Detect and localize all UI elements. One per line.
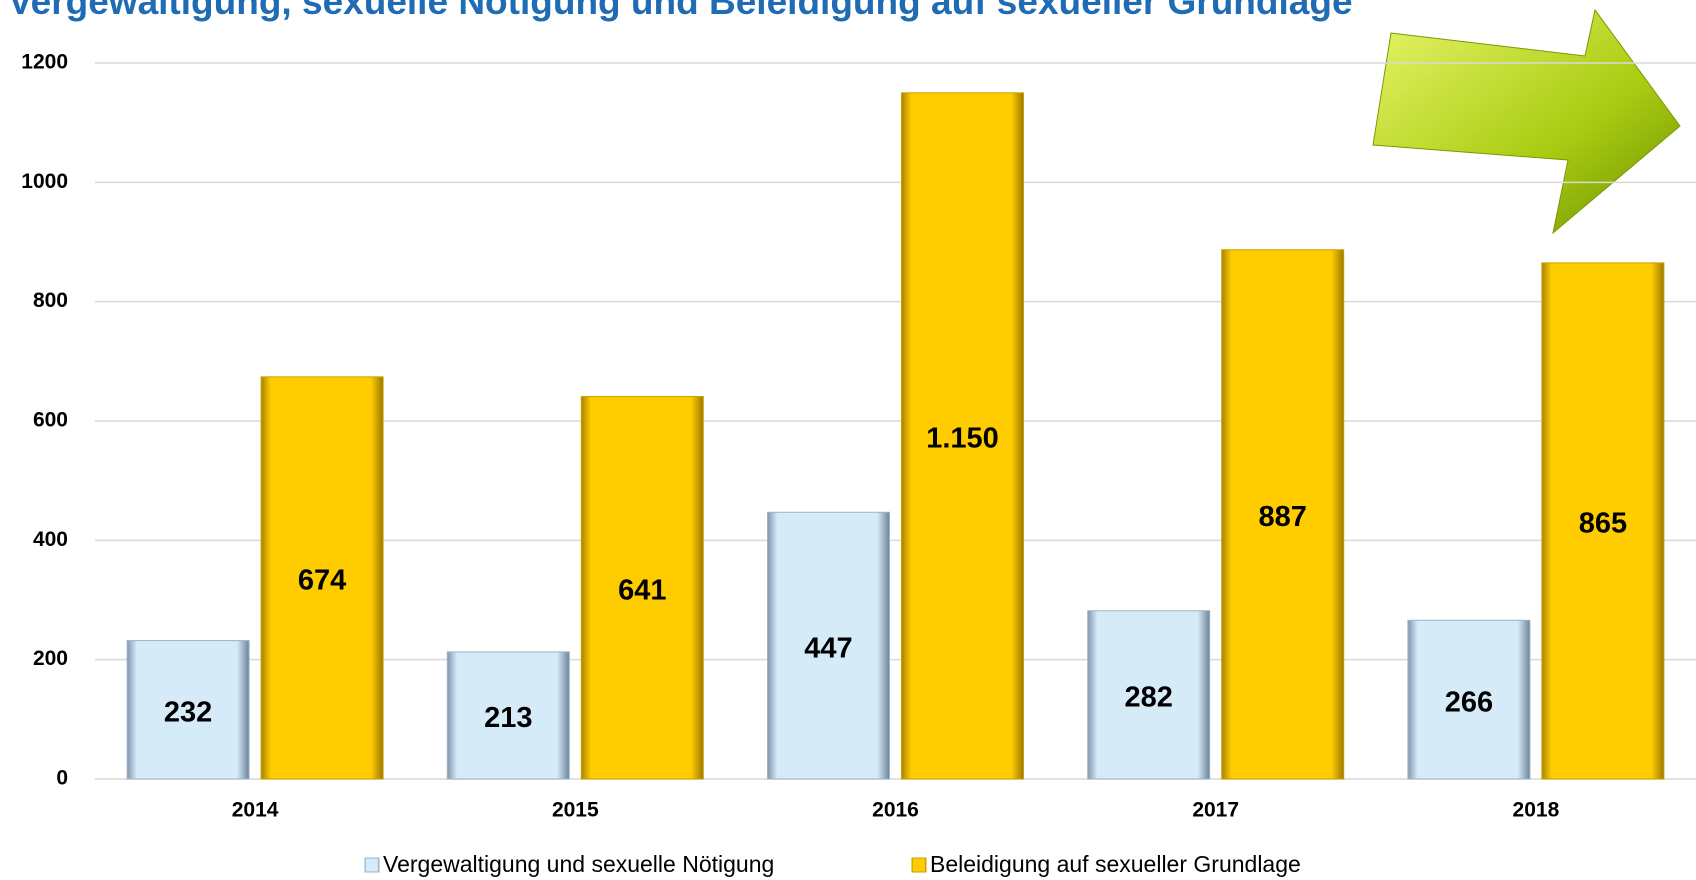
value-label: 1.150 [926,423,999,455]
bar [1087,610,1211,780]
y-tick-label: 400 [33,528,68,551]
y-tick-label: 600 [33,409,68,432]
x-tick-label: 2015 [552,799,599,822]
bar [1221,249,1345,780]
value-label: 674 [298,565,346,597]
y-tick-label: 1000 [21,170,68,193]
legend-label: Vergewaltigung und sexuelle Nötigung [383,851,774,877]
value-label: 266 [1445,686,1493,718]
bar [580,396,704,780]
bar [260,376,384,780]
bar [767,511,890,780]
x-tick-label: 2018 [1513,799,1560,822]
value-label: 887 [1259,501,1307,533]
value-label: 213 [484,702,532,734]
chart-title: Vergewaltigung, sexuelle Nötigung und Be… [8,0,1353,22]
x-tick-label: 2014 [232,799,279,822]
value-label: 282 [1125,682,1173,714]
bar [1541,262,1665,780]
legend-swatch [911,857,927,873]
value-label: 232 [164,696,212,728]
bar [126,640,250,780]
bar [1407,619,1531,780]
legend-label: Beleidigung auf sexueller Grundlage [930,851,1301,877]
y-tick-label: 800 [33,289,68,312]
legend-swatch [364,857,380,873]
x-tick-label: 2016 [872,799,919,822]
decorative-arrow [1372,8,1681,235]
value-label: 641 [618,574,666,606]
value-label: 865 [1579,508,1627,540]
bar [901,92,1024,780]
value-label: 447 [804,632,852,664]
y-tick-label: 0 [56,767,68,790]
x-tick-label: 2017 [1192,799,1239,822]
y-tick-label: 1200 [21,51,68,74]
bar [446,651,570,780]
legend: Vergewaltigung und sexuelle Nötigung Bele… [364,851,1301,877]
y-tick-label: 200 [33,647,68,670]
